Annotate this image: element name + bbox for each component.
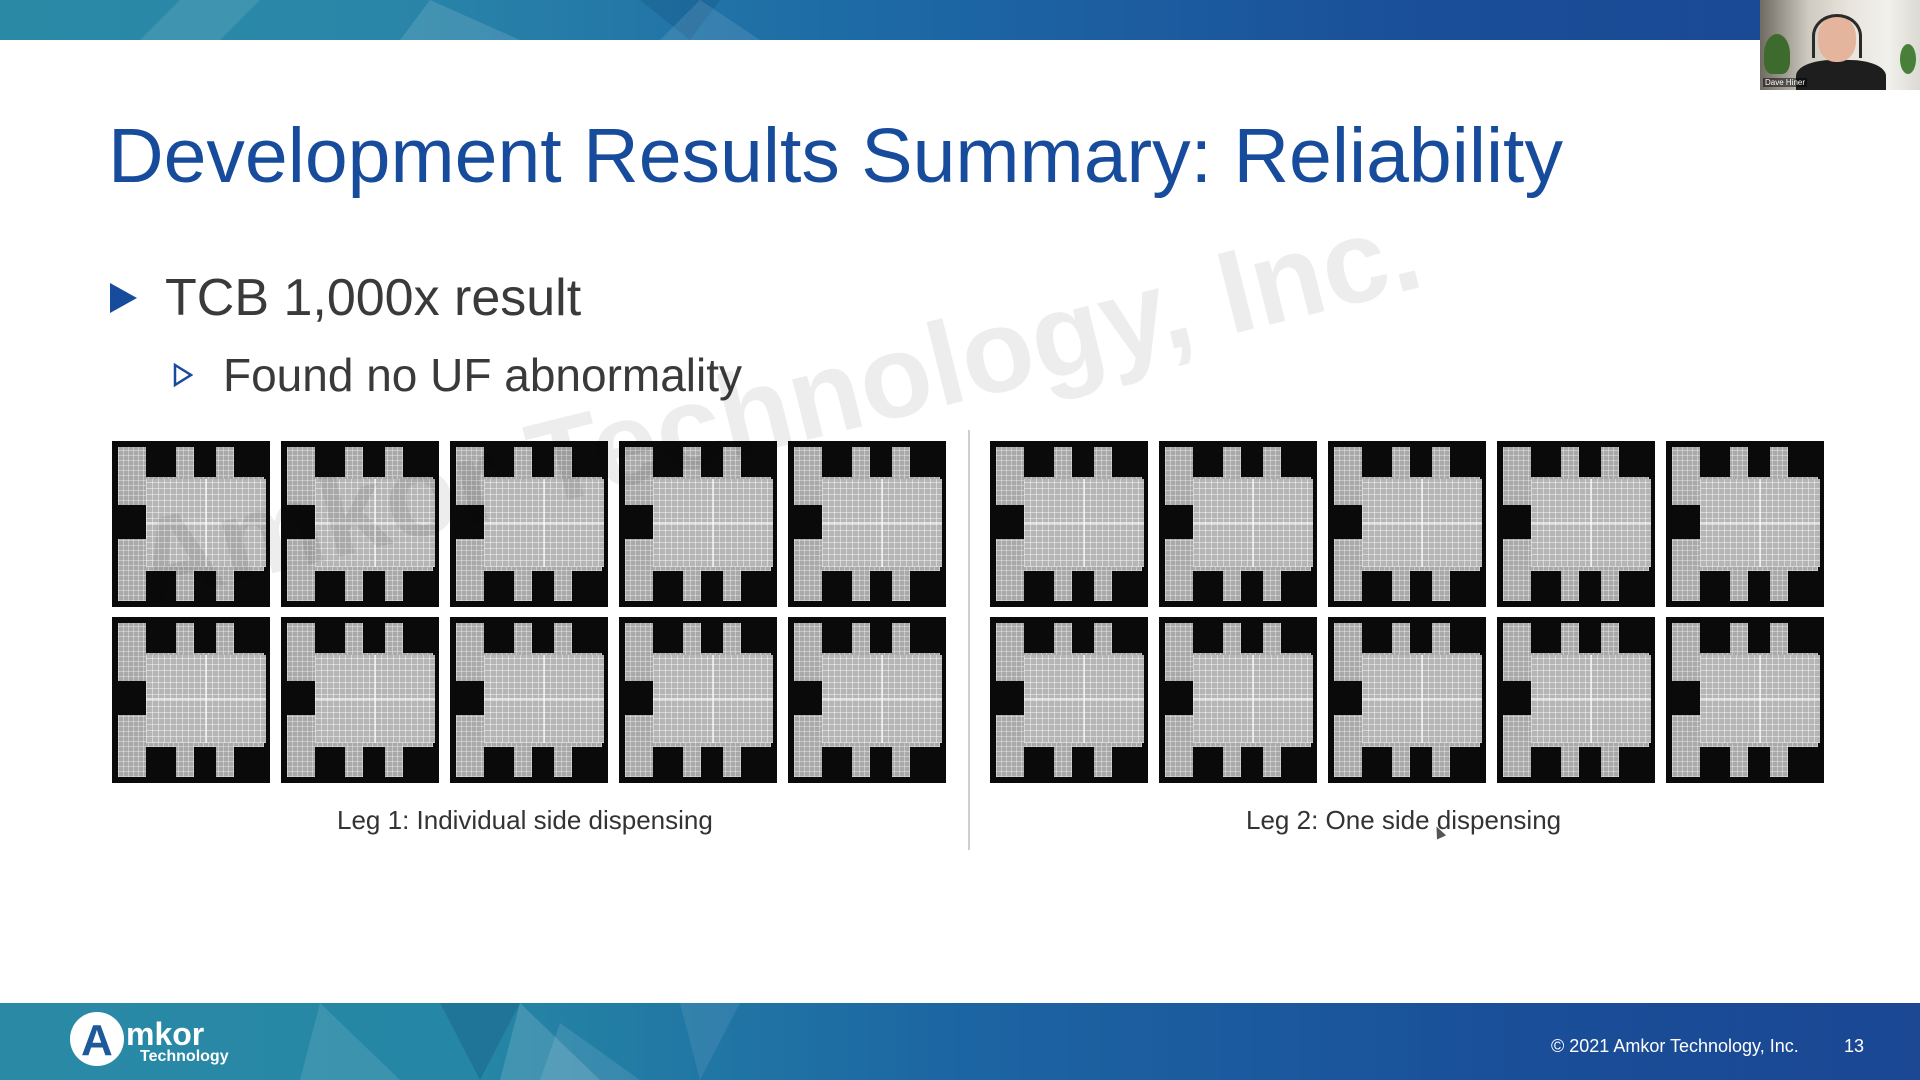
headphones-icon xyxy=(1812,14,1862,58)
amkor-logo-wordmark: mkor xyxy=(126,1016,205,1052)
top-band-facets xyxy=(140,0,760,40)
amkor-logo-mark: A xyxy=(70,1012,124,1066)
die-xray-image xyxy=(990,441,1148,607)
leg-divider xyxy=(968,430,970,850)
die-xray-image xyxy=(1328,441,1486,607)
die-xray-image xyxy=(450,617,608,783)
webcam-participant-name: Dave Hiner xyxy=(1763,78,1808,87)
webcam-plant xyxy=(1764,34,1790,74)
die-xray-image xyxy=(619,617,777,783)
bottom-footer-band xyxy=(0,1003,1920,1080)
webcam-plant-right xyxy=(1900,44,1916,74)
die-xray-image xyxy=(788,441,946,607)
leg2-image-grid xyxy=(990,441,1824,783)
die-xray-image xyxy=(619,441,777,607)
die-xray-image xyxy=(990,617,1148,783)
die-xray-image xyxy=(112,617,270,783)
die-xray-image xyxy=(281,617,439,783)
die-xray-image xyxy=(1159,617,1317,783)
slide-title: Development Results Summary: Reliability xyxy=(108,113,1563,199)
amkor-logo-subtitle: Technology xyxy=(140,1048,229,1065)
bullet-level1: TCB 1,000x result xyxy=(110,268,581,328)
bullet-level2-text: Found no UF abnormality xyxy=(223,349,743,401)
die-xray-image xyxy=(112,441,270,607)
caption-leg1: Leg 1: Individual side dispensing xyxy=(337,805,713,835)
bullet-level1-text: TCB 1,000x result xyxy=(165,269,582,327)
leg1-image-grid xyxy=(112,441,946,783)
outline-triangle-bullet-icon xyxy=(173,363,193,387)
page-number: 13 xyxy=(1844,1036,1865,1056)
bottom-band-facets xyxy=(300,1003,740,1080)
die-xray-image xyxy=(450,441,608,607)
die-xray-image xyxy=(1497,441,1655,607)
die-xray-image xyxy=(1666,441,1824,607)
top-decorative-band xyxy=(0,0,1920,40)
die-xray-image xyxy=(1666,617,1824,783)
bullet-level2: Found no UF abnormality xyxy=(173,348,742,402)
webcam-person-body xyxy=(1796,60,1886,90)
die-xray-image xyxy=(281,441,439,607)
webcam-thumbnail[interactable]: Dave Hiner xyxy=(1760,0,1920,90)
die-xray-image xyxy=(1159,441,1317,607)
copyright-text: © 2021 Amkor Technology, Inc. xyxy=(1551,1036,1799,1056)
die-xray-image xyxy=(1328,617,1486,783)
die-xray-image xyxy=(1497,617,1655,783)
filled-triangle-bullet-icon xyxy=(110,283,137,313)
die-xray-image xyxy=(788,617,946,783)
caption-leg2: Leg 2: One side dispensing xyxy=(1246,805,1562,835)
amkor-logo: A mkor Technology xyxy=(70,1012,229,1066)
